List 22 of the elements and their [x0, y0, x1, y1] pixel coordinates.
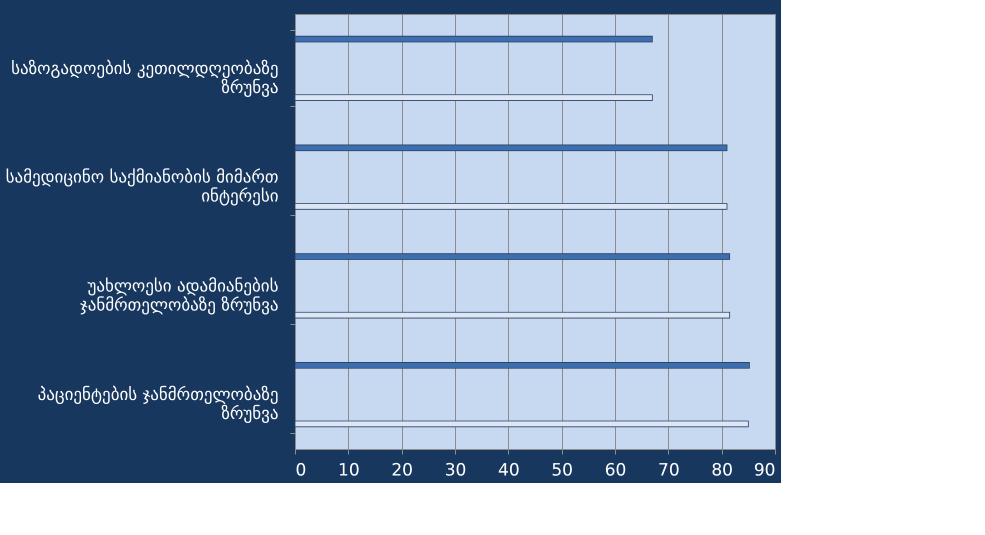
y-tick-label: პაციენტების ჯანმრთელობაზე ზრუნვა: [38, 385, 278, 424]
x-tick-label: 30: [444, 460, 466, 480]
x-tick-label: 20: [391, 460, 413, 480]
x-tick-label: 50: [551, 460, 573, 480]
bar: [294, 94, 653, 101]
x-tick-label: 40: [498, 460, 520, 480]
y-tick-label: უახლოესი ადამიანების ჯანმრთელობაზე ზრუნვა: [80, 276, 279, 316]
x-tick-label: 10: [338, 460, 360, 480]
bar: [294, 144, 728, 152]
x-tick-label: 90: [754, 460, 776, 480]
y-tick-label: საზოგადოების კეთილდღეობაზე ზრუნვა: [11, 58, 278, 98]
bar: [294, 203, 728, 210]
x-tick-label: 60: [604, 460, 626, 480]
bar: [294, 362, 750, 369]
y-tick-label: სამედიცინო საქმიანობის მიმართ ინტერესი: [6, 168, 278, 207]
x-tick-label: 80: [711, 460, 733, 480]
bar: [294, 36, 653, 42]
bar: [294, 312, 730, 318]
bar: [294, 253, 730, 260]
x-tick-label: 70: [658, 460, 680, 480]
bar: [294, 420, 749, 428]
x-tick-label: 0: [296, 460, 306, 480]
